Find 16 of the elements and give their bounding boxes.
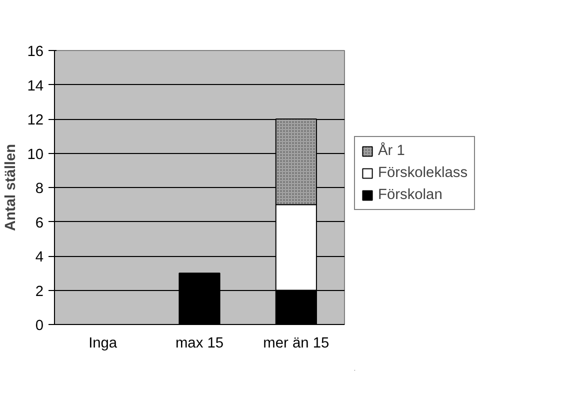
y-tick-label: 10 (27, 146, 44, 163)
x-tick-label: mer än 15 (263, 336, 330, 352)
y-tick-label: 12 (27, 112, 44, 128)
y-tick-label: 8 (35, 181, 44, 197)
y-axis-title: Antal ställen (3, 144, 20, 232)
y-tick-label: 4 (35, 250, 44, 266)
y-tick-label: 2 (35, 284, 44, 300)
y-tick-label: 14 (27, 78, 44, 94)
x-tick-label: max 15 (175, 336, 224, 352)
legend-label: Förskolan (378, 187, 442, 203)
legend-label: Förskoleklass (378, 165, 468, 181)
legend-label: År 1 (378, 143, 405, 159)
y-tick-label: 16 (27, 44, 44, 60)
y-tick-label: 0 (35, 318, 44, 334)
y-tick-label: 6 (35, 215, 44, 232)
x-tick-label: Inga (88, 336, 118, 352)
